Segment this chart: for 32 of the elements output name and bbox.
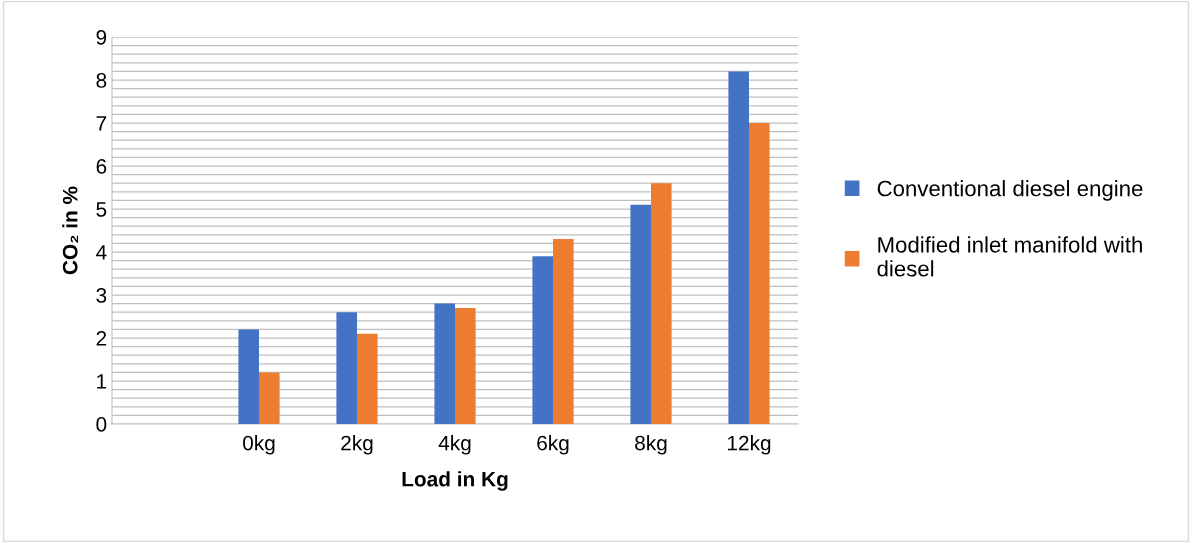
x-tick-label: 2kg xyxy=(341,435,373,455)
bar xyxy=(336,312,357,424)
y-tick-label: 8 xyxy=(96,73,107,88)
y-tick-label: 6 xyxy=(96,159,107,174)
legend-label: Modified inlet manifold with diesel xyxy=(877,236,1142,277)
bar xyxy=(434,303,455,424)
x-tick-label: 12kg xyxy=(728,435,771,455)
bar xyxy=(553,239,574,424)
bar xyxy=(259,372,280,424)
bar xyxy=(357,333,378,424)
y-tick-label: 7 xyxy=(96,116,107,131)
bar xyxy=(455,307,476,424)
x-tick-label: 8kg xyxy=(635,435,667,455)
bar xyxy=(728,71,749,424)
bar xyxy=(238,329,259,424)
y-tick-label: 1 xyxy=(97,374,107,389)
y-tick-label: 9 xyxy=(96,30,107,45)
x-tick-label: 4kg xyxy=(438,435,471,455)
x-tick-label: 0kg xyxy=(243,435,275,455)
y-axis-title: CO₂ in % xyxy=(62,186,78,275)
y-tick-label: 0 xyxy=(96,417,107,432)
y-tick-label: 2 xyxy=(96,331,107,346)
bar xyxy=(532,256,553,424)
legend-label: Conventional diesel engine xyxy=(877,180,1143,201)
bar xyxy=(749,123,770,424)
y-tick-label: 5 xyxy=(96,202,107,217)
bar xyxy=(651,183,672,424)
x-axis-title: Load in Kg xyxy=(402,471,508,491)
x-tick-label: 6kg xyxy=(537,435,569,455)
y-tick-label: 4 xyxy=(96,245,107,260)
y-tick-label: 3 xyxy=(96,288,107,303)
bar xyxy=(630,204,651,424)
